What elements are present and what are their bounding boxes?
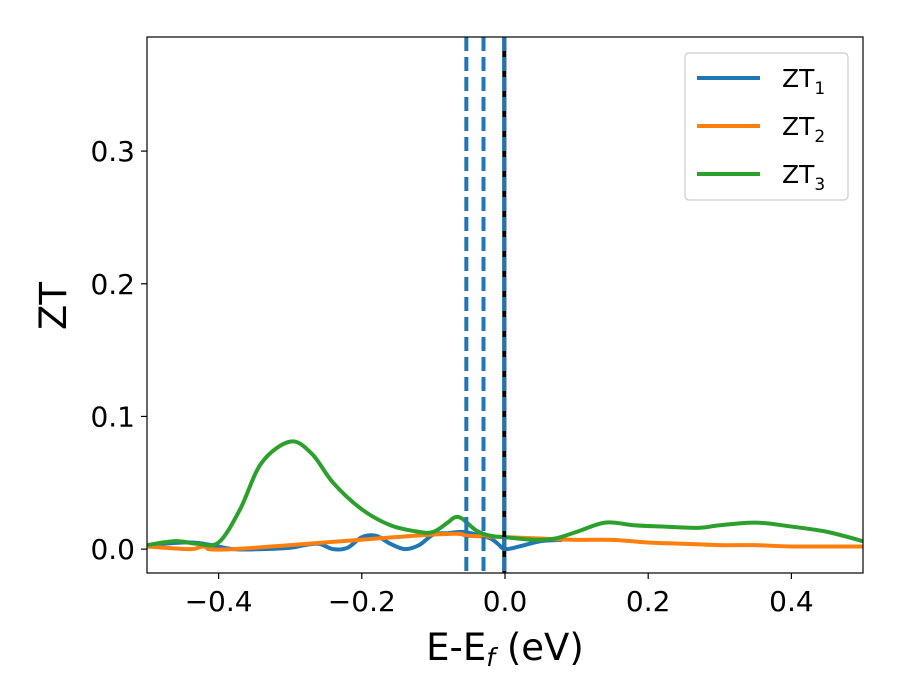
y-tick-label: 0.0 bbox=[90, 533, 135, 566]
x-axis-label-main: E-E bbox=[426, 626, 486, 669]
series-line-zt3 bbox=[147, 439, 863, 548]
plot-contents bbox=[147, 37, 863, 573]
x-tick-label: 0.4 bbox=[769, 585, 814, 618]
x-tick-label: 0.2 bbox=[626, 585, 671, 618]
y-tick-label: 0.2 bbox=[90, 268, 135, 301]
legend-label-zt3: ZT3 bbox=[782, 160, 825, 195]
legend-label-zt2: ZT2 bbox=[782, 112, 825, 147]
x-axis-label-unit: (eV) bbox=[495, 626, 584, 669]
legend-label-zt1: ZT1 bbox=[782, 64, 825, 99]
plot-area: −0.4 −0.2 0.0 0.2 0.4 0.0 0.1 0.2 0.3 bbox=[90, 36, 864, 618]
y-tick-label: 0.3 bbox=[90, 135, 135, 168]
legend-box bbox=[684, 52, 849, 201]
legend: ZT1 ZT2 ZT3 bbox=[684, 52, 849, 201]
x-tick-label: −0.4 bbox=[185, 585, 253, 618]
x-axis-label: E-Ef (eV) bbox=[426, 626, 584, 672]
y-axis-label: ZT bbox=[32, 282, 75, 330]
y-tick-label: 0.1 bbox=[90, 400, 135, 433]
x-tick-label: −0.2 bbox=[328, 585, 396, 618]
x-tick-label: 0.0 bbox=[483, 585, 528, 618]
